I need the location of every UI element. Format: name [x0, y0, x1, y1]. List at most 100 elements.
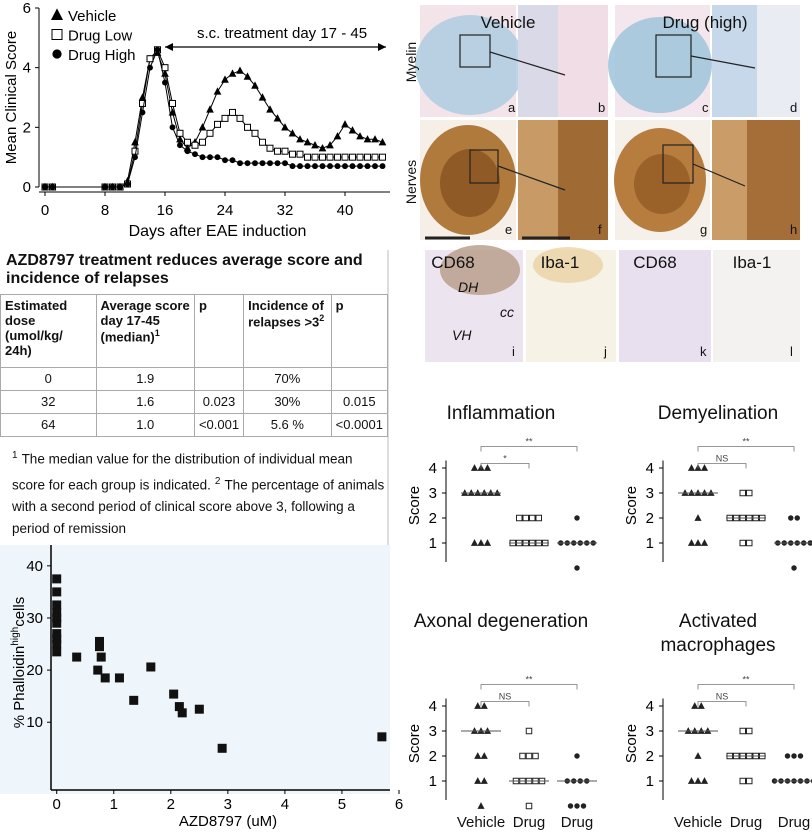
legend-label: Vehicle	[68, 8, 116, 25]
marker	[341, 120, 349, 128]
marker	[52, 647, 62, 657]
marker	[480, 752, 488, 759]
footnote-mark: 1	[12, 450, 18, 461]
marker	[363, 135, 372, 143]
marker	[52, 613, 62, 623]
x-tick-label: Drug High	[777, 814, 811, 832]
marker	[109, 184, 116, 190]
y-axis-label: Mean Clinical Score	[3, 31, 20, 164]
marker	[236, 114, 244, 122]
zoom-box	[459, 34, 491, 68]
column-title: Vehicle	[481, 13, 536, 32]
marker	[348, 126, 357, 134]
chart-title: Demyelination	[657, 403, 779, 424]
x-tick-label: 1	[110, 796, 118, 813]
marker	[326, 153, 334, 161]
marker	[319, 153, 326, 161]
marker	[477, 539, 485, 546]
marker	[694, 539, 702, 546]
significance-bracket	[697, 446, 795, 452]
marker	[102, 184, 108, 190]
marker	[700, 539, 709, 546]
marker	[274, 147, 281, 155]
marker	[139, 99, 146, 107]
marker	[259, 138, 266, 146]
marker	[694, 514, 702, 521]
marker	[797, 753, 804, 759]
panel-letter: j	[603, 344, 607, 359]
table-row: 0 1.9 70%	[0, 367, 389, 391]
x-tick-label: 16	[157, 202, 174, 219]
marker	[746, 777, 753, 785]
marker	[258, 93, 267, 101]
marker	[199, 154, 206, 161]
table-cell: 5.6 %	[243, 413, 332, 437]
marker	[319, 163, 326, 170]
marker	[791, 565, 797, 571]
marker	[694, 777, 702, 784]
marker	[281, 123, 289, 131]
marker	[191, 141, 199, 149]
significance-label: **	[742, 437, 750, 447]
header-cell: p	[193, 294, 245, 368]
significance-label: **	[525, 437, 533, 447]
marker	[371, 135, 379, 143]
marker	[341, 153, 349, 161]
marker	[194, 704, 204, 714]
marker	[177, 708, 187, 718]
tissue	[440, 245, 520, 295]
footnote-text: The median value for the distribution of…	[12, 451, 353, 493]
marker	[131, 147, 139, 155]
significance-bracket	[480, 701, 530, 707]
tissue	[518, 5, 558, 117]
panel-letter: h	[790, 222, 797, 237]
marker	[311, 141, 319, 149]
marker	[244, 160, 251, 167]
region-label: DH	[458, 279, 479, 295]
zoom-line	[489, 51, 566, 76]
table-cell: 70%	[243, 367, 332, 391]
y-tick-label: 2	[646, 510, 654, 527]
marker	[214, 154, 221, 161]
marker	[252, 160, 258, 167]
y-tick-label: 3	[429, 485, 437, 502]
x-tick-label: 0	[53, 796, 61, 813]
table: Estimated dose (umol/kg/ 24h) Average sco…	[0, 294, 389, 437]
marker	[474, 702, 482, 709]
x-tick-label: 6	[395, 796, 403, 813]
marker	[207, 154, 213, 161]
x-tick-label: 0	[41, 202, 49, 219]
marker	[147, 64, 153, 71]
image-l	[713, 250, 800, 362]
header-cell: p	[330, 294, 389, 368]
y-tick-label: 2	[646, 748, 654, 765]
marker	[266, 144, 274, 152]
series-line	[45, 48, 383, 188]
marker	[184, 148, 191, 155]
significance-bracket	[697, 463, 747, 469]
table-cell: 0	[0, 367, 97, 391]
region-label: cc	[500, 304, 514, 320]
significance-label: NS	[716, 692, 729, 702]
marker	[169, 124, 176, 131]
panel-letter: f	[598, 222, 602, 237]
marker	[470, 539, 479, 546]
marker	[243, 72, 252, 80]
header-text: Incidence of relapses >3	[248, 298, 324, 330]
y-label-part: cells	[11, 597, 28, 627]
x-tick-label: 2	[167, 796, 175, 813]
region-label: VH	[452, 327, 472, 343]
row-label: Nerves	[403, 160, 419, 204]
header-cell: Average score day 17-45 (median)1	[95, 294, 195, 368]
significance-label: **	[525, 675, 533, 685]
header-text: p	[335, 298, 344, 313]
marker	[474, 752, 482, 759]
table-cell: 32	[0, 390, 97, 414]
marker	[364, 163, 371, 170]
y-tick-label: 0	[23, 179, 31, 196]
marker	[221, 75, 229, 83]
tissue	[634, 154, 690, 214]
marker	[297, 163, 303, 170]
marker	[93, 665, 103, 675]
x-axis-label: Days after EAE induction	[129, 223, 307, 240]
